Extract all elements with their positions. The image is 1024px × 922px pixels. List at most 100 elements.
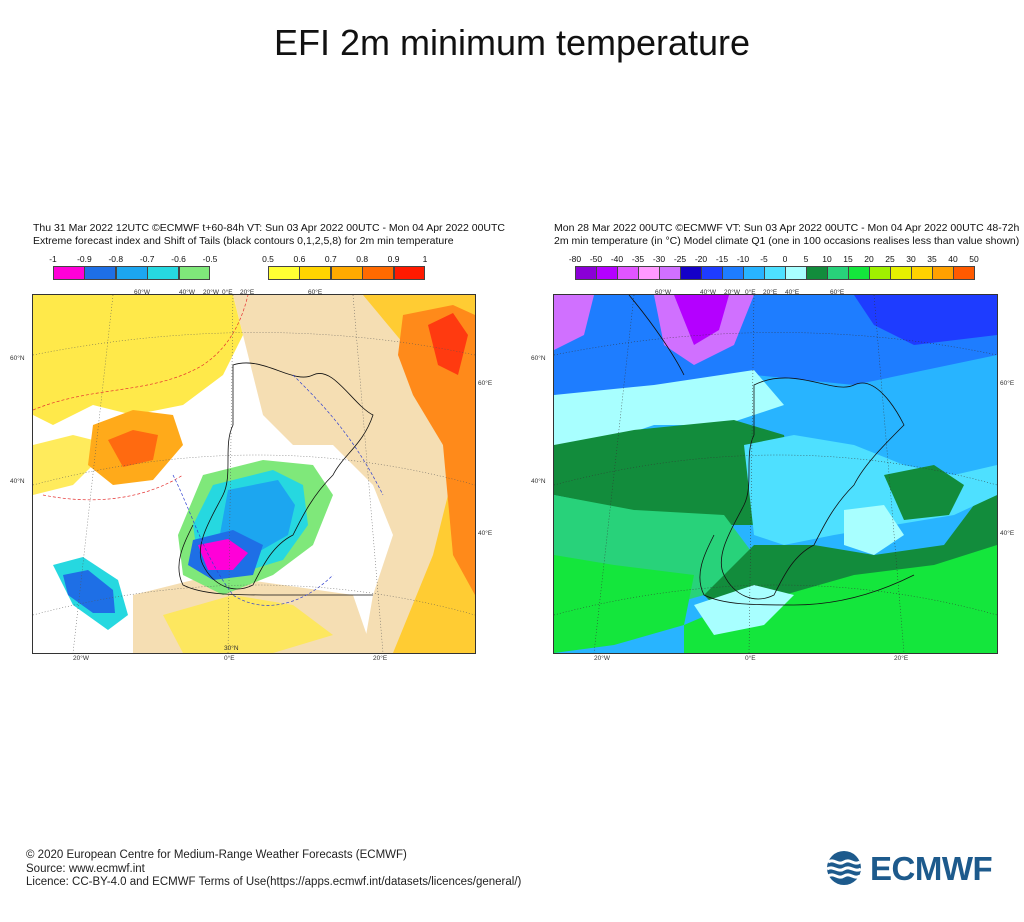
right-axis-left-40n: 40°N: [531, 478, 546, 485]
right-axis-top-40w: 40°W: [700, 289, 716, 296]
efi-positive-scale: 0.5 0.6 0.7 0.8 0.9 1: [262, 254, 428, 282]
efi-pos-scale-swatch: [330, 266, 363, 280]
efi-neg-scale-label: -0.8: [108, 254, 124, 264]
right-axis-top-60w: 60°W: [655, 289, 671, 296]
efi-neg-scale-swatch: [53, 266, 85, 280]
temp-scale-swatch: [953, 266, 975, 280]
efi-neg-scale-swatch: [147, 266, 180, 280]
temp-scale-swatch: [680, 266, 702, 280]
temp-scale-swatch: [890, 266, 912, 280]
right-axis-left-60n: 60°N: [531, 355, 546, 362]
temp-scale-label: -80: [568, 254, 582, 264]
temp-scale-swatch: [848, 266, 870, 280]
temperature-scale: -80 -50 -40 -35 -30 -25 -20 -15 -10 -5 0 5 10 15 20 25 3…: [569, 254, 979, 282]
efi-pos-scale-label: 0.7: [324, 254, 337, 264]
temp-scale-label: -50: [589, 254, 603, 264]
right-axis-right-40e: 40°E: [1000, 530, 1015, 537]
temp-scale-label: 10: [822, 254, 832, 264]
right-axis-top-20w: 20°W: [724, 289, 740, 296]
efi-neg-scale-swatch: [178, 266, 211, 280]
efi-pos-scale-swatch: [393, 266, 426, 280]
left-axis-top-20w: 20°W: [203, 289, 219, 296]
temp-scale-label: -20: [694, 254, 708, 264]
efi-pos-scale-swatch: [268, 266, 300, 280]
temp-scale-label: -5: [760, 254, 768, 264]
efi-pos-scale-label: 0.6: [293, 254, 306, 264]
efi-negative-scale: -1 -0.9 -0.8 -0.7 -0.6 -0.5: [49, 254, 217, 282]
efi-map-graphic: [33, 295, 475, 653]
right-panel-header-line1: Mon 28 Mar 2022 00UTC ©ECMWF VT: Sun 03 …: [554, 222, 1020, 234]
temp-scale-swatch: [617, 266, 639, 280]
left-axis-top-20e: 20°E: [240, 289, 255, 296]
temp-scale-label: -35: [631, 254, 645, 264]
temp-scale-label: 20: [864, 254, 874, 264]
efi-pos-scale-swatch: [362, 266, 395, 280]
temp-scale-label: -10: [736, 254, 750, 264]
temp-scale-swatch: [722, 266, 744, 280]
temp-scale-swatch: [806, 266, 828, 280]
temp-scale-swatch: [764, 266, 786, 280]
temp-scale-label: 5: [803, 254, 809, 264]
temp-scale-label: 0: [782, 254, 788, 264]
right-axis-top-40e: 40°E: [785, 289, 800, 296]
left-panel-header-line2: Extreme forecast index and Shift of Tail…: [33, 235, 454, 247]
footer-copyright: © 2020 European Centre for Medium-Range …: [26, 849, 407, 861]
right-axis-top-0e: 0°E: [745, 289, 756, 296]
left-axis-bottom-20e: 20°E: [373, 655, 388, 662]
ecmwf-logo-icon: [826, 851, 862, 885]
efi-neg-scale-label: -0.5: [202, 254, 218, 264]
temp-scale-label: -30: [652, 254, 666, 264]
temp-scale-swatch: [638, 266, 660, 280]
right-axis-bottom-20w: 20°W: [594, 655, 610, 662]
temp-scale-swatch: [785, 266, 807, 280]
left-panel-header-line1: Thu 31 Mar 2022 12UTC ©ECMWF t+60-84h VT…: [33, 222, 506, 234]
left-axis-top-0e: 0°E: [222, 289, 233, 296]
temp-scale-swatch: [932, 266, 954, 280]
footer-licence: Licence: CC-BY-4.0 and ECMWF Terms of Us…: [26, 876, 522, 888]
ecmwf-logo-text: ECMWF: [870, 850, 993, 887]
efi-pos-scale-label: 0.9: [387, 254, 400, 264]
climate-map: [553, 294, 998, 654]
right-axis-bottom-0e: 0°E: [745, 655, 756, 662]
efi-neg-scale-swatch: [84, 266, 117, 280]
right-panel-header-line2: 2m min temperature (in °C) Model climate…: [554, 235, 1020, 247]
temp-scale-label: -40: [610, 254, 624, 264]
efi-pos-scale-swatch: [299, 266, 332, 280]
footer: © 2020 European Centre for Medium-Range …: [26, 849, 521, 890]
temp-scale-swatch: [596, 266, 618, 280]
left-axis-top-60w: 60°W: [134, 289, 150, 296]
efi-neg-scale-label: -1: [49, 254, 57, 264]
efi-neg-scale-label: -0.6: [171, 254, 186, 264]
left-axis-left-40n: 40°N: [10, 478, 25, 485]
page-title: EFI 2m minimum temperature: [273, 22, 751, 63]
temp-scale-label: 30: [906, 254, 916, 264]
ecmwf-logo: ECMWF: [824, 850, 1000, 887]
footer-source: Source: www.ecmwf.int: [26, 862, 145, 875]
temp-scale-swatch: [743, 266, 765, 280]
temp-scale-label: 40: [948, 254, 958, 264]
temp-scale-label: -15: [715, 254, 729, 264]
efi-pos-scale-label: 0.5: [262, 254, 274, 264]
right-axis-top-60e: 60°E: [830, 289, 845, 296]
efi-neg-scale-swatch: [115, 266, 148, 280]
efi-neg-scale-label: -0.9: [77, 254, 92, 264]
right-axis-right-60e: 60°E: [1000, 380, 1015, 387]
right-axis-bottom-20e: 20°E: [894, 655, 909, 662]
efi-neg-scale-label: -0.7: [139, 254, 155, 264]
temp-scale-swatch: [659, 266, 681, 280]
left-axis-mid-30n: 30°N: [224, 645, 239, 652]
left-axis-left-60n: 60°N: [10, 355, 25, 362]
temp-scale-swatch: [575, 266, 597, 280]
temp-scale-label: 15: [843, 254, 853, 264]
right-axis-top-20e: 20°E: [763, 289, 778, 296]
temp-scale-label: 35: [927, 254, 937, 264]
efi-map: [32, 294, 476, 654]
temp-scale-swatch: [911, 266, 933, 280]
left-axis-bottom-20w: 20°W: [73, 655, 89, 662]
efi-pos-scale-label: 1: [422, 254, 428, 264]
temp-scale-swatch: [827, 266, 849, 280]
efi-pos-scale-label: 0.8: [356, 254, 369, 264]
left-axis-top-40w: 40°W: [179, 289, 195, 296]
temp-scale-label: 25: [885, 254, 895, 264]
temp-scale-swatch: [869, 266, 891, 280]
